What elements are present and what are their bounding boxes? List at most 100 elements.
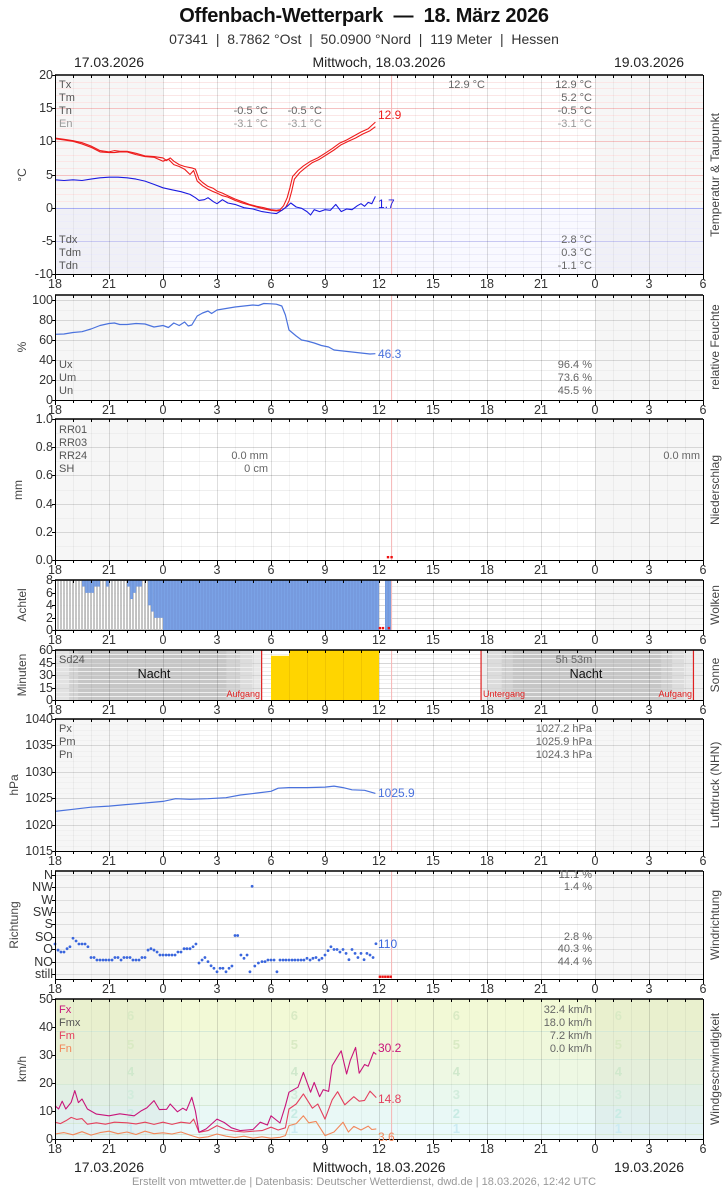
wind-direction-xtick: 18 <box>48 982 62 996</box>
sunshine-xtick: 3 <box>645 703 653 717</box>
wind-direction-xtick: 12 <box>372 982 386 996</box>
series-messausfall <box>378 626 391 630</box>
humidity-ytick: 80 <box>39 313 53 327</box>
wind-speed-xtick: 12 <box>372 1142 386 1156</box>
beaufort-label: 1 <box>453 1121 460 1136</box>
fx-value: 32.4 km/h <box>543 1004 592 1016</box>
pressure-unit-label: hPa <box>7 774 21 796</box>
date-next-bottom: 19.03.2026 <box>613 1159 685 1175</box>
beaufort-label: 3 <box>453 1087 460 1102</box>
temperature-xtick: 0 <box>159 277 167 291</box>
date-next-top: 19.03.2026 <box>613 54 685 70</box>
pressure-xtick: 0 <box>591 854 599 868</box>
precipitation-xtick: 12 <box>372 563 386 577</box>
legend-pm: Pm <box>59 736 76 748</box>
clouds-plot <box>52 579 704 635</box>
wind-direction-xtick: 0 <box>591 982 599 996</box>
freq-no: 44.4 % <box>557 956 592 968</box>
temperature-panel-title: Temperatur & Taupunkt <box>708 113 722 237</box>
tn-value-prev: -0.5 °C <box>233 105 268 117</box>
beaufort-label: 6 <box>291 1008 298 1023</box>
wind-speed-ytick: 40 <box>39 1020 53 1034</box>
wind-speed-xtick: 15 <box>426 1142 440 1156</box>
temperature-xtick: 3 <box>213 277 221 291</box>
humidity-xtick: 15 <box>426 403 440 417</box>
humidity-ytick: 60 <box>39 333 53 347</box>
pressure-ytick: 1030 <box>25 764 53 779</box>
temperature-plot <box>52 74 704 279</box>
freq-so: 2.8 % <box>563 931 592 943</box>
series-taupunkt <box>54 176 376 216</box>
humidity-xtick: 21 <box>102 403 116 417</box>
precipitation-xtick: 0 <box>159 563 167 577</box>
wind-speed-xtick: 0 <box>159 1142 167 1156</box>
wind-direction-ytick: still <box>34 966 53 981</box>
freq-n: 11.1 % <box>558 869 592 881</box>
legend-fmx: Fmx <box>59 1017 81 1029</box>
wind-direction-xtick: 15 <box>426 982 440 996</box>
wind-direction-xtick: 6 <box>267 982 275 996</box>
wind-direction-ytick: S <box>44 917 53 932</box>
temperature-xtick: 9 <box>321 277 329 291</box>
humidity-xtick: 6 <box>699 403 707 417</box>
precipitation-xtick: 21 <box>534 563 548 577</box>
wind-speed-xtick: 18 <box>48 1142 62 1156</box>
wind-speed-xtick: 9 <box>321 1142 329 1156</box>
sunshine-plot <box>52 649 704 705</box>
series-fm <box>54 1090 377 1133</box>
temperature-xtick: 0 <box>591 277 599 291</box>
legend-px: Px <box>59 723 72 735</box>
un-value: 45.5 % <box>557 385 592 397</box>
humidity-plot <box>52 294 704 405</box>
beaufort-label: 6 <box>453 1008 460 1023</box>
footer-credits: Erstellt von mtwetter.de | Datenbasis: D… <box>131 1176 597 1188</box>
humidity-ytick: 20 <box>39 373 53 387</box>
legend-tdm: Tdm <box>59 247 81 259</box>
wind-direction-ytick: NW <box>32 880 53 895</box>
series-sonnenscheindauer <box>271 650 379 700</box>
temperature-xtick: 12 <box>372 277 386 291</box>
clouds-xtick: 12 <box>372 633 386 647</box>
series-windrichtung-grad- <box>53 884 378 974</box>
pressure-ytick: 1025 <box>25 791 53 806</box>
precipitation-ytick: 0.2 <box>35 524 53 539</box>
station-info: 07341 | 8.7862 °Ost | 50.0900 °Nord | 11… <box>169 31 559 47</box>
tm-value: 5.2 °C <box>561 92 592 104</box>
date-prev-top: 17.03.2026 <box>73 54 145 70</box>
clouds-xtick: 0 <box>591 633 599 647</box>
precipitation-plot <box>52 418 704 565</box>
precipitation-xtick: 18 <box>480 563 494 577</box>
pressure-xtick: 21 <box>534 854 548 868</box>
fm-value: 7.2 km/h <box>549 1030 592 1042</box>
rr24-value-prev: 0.0 mm <box>231 450 268 462</box>
sunshine-unit-label: Minuten <box>15 653 29 697</box>
pressure-xtick: 15 <box>426 854 440 868</box>
wind-direction-xtick: 3 <box>645 982 653 996</box>
um-value: 73.6 % <box>557 372 592 384</box>
sunset-label: Untergang <box>483 689 526 699</box>
precipitation-xtick: 18 <box>48 563 62 577</box>
legend-sh: SH <box>59 463 75 475</box>
tx-value-day: 12.9 °C <box>448 79 485 91</box>
precipitation-xtick: 6 <box>267 563 275 577</box>
wind-direction-xtick: 21 <box>102 982 116 996</box>
en-value-prev: -3.1 °C <box>233 118 268 130</box>
humidity-xtick: 0 <box>159 403 167 417</box>
wind-speed-panel-title: Windgeschwindigkeit <box>708 1012 722 1126</box>
temperature-xtick: 21 <box>534 277 548 291</box>
series-luftdruck <box>54 785 376 812</box>
wind-direction-ytick: NO <box>34 954 53 969</box>
temperature-ytick: -5 <box>41 233 53 248</box>
series-fn <box>54 1115 377 1139</box>
legend-tm: Tm <box>59 92 75 104</box>
series-messausfall <box>378 975 392 978</box>
beaufort-label: 2 <box>127 1106 134 1121</box>
sunshine-xtick: 6 <box>267 703 275 717</box>
beaufort-label: 2 <box>453 1106 460 1121</box>
temperature-ytick: 5 <box>46 167 53 182</box>
humidity-panel-title: relative Feuchte <box>708 304 722 390</box>
wind-speed-ytick: 50 <box>39 992 53 1006</box>
en-value-night: -3.1 °C <box>287 118 322 130</box>
humidity-xtick: 9 <box>321 403 329 417</box>
